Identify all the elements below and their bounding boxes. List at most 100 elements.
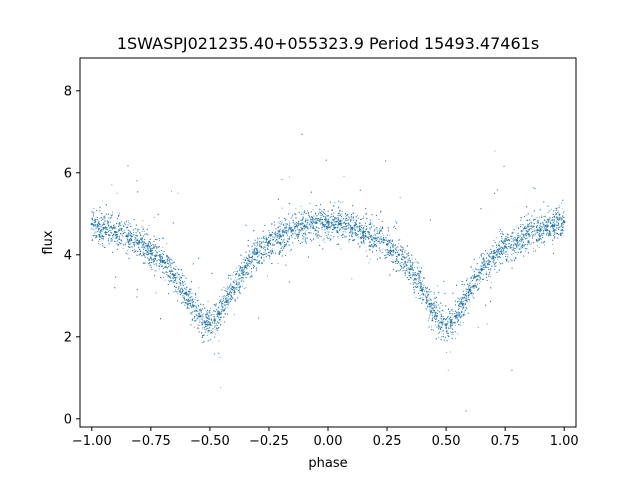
scatter-dot xyxy=(178,281,180,283)
scatter-dot xyxy=(380,242,382,244)
scatter-dot xyxy=(434,324,436,326)
scatter-dot xyxy=(389,234,391,236)
scatter-dot xyxy=(407,268,409,270)
scatter-dot xyxy=(410,264,412,266)
scatter-dot xyxy=(248,257,250,259)
scatter-dot xyxy=(153,246,155,248)
scatter-dot xyxy=(527,228,529,230)
scatter-dot xyxy=(122,236,124,238)
scatter-dot xyxy=(436,285,438,287)
scatter-dot xyxy=(141,225,143,227)
scatter-dot xyxy=(504,241,506,243)
scatter-dot xyxy=(277,232,279,234)
scatter-dot xyxy=(470,265,472,267)
scatter-dot xyxy=(452,328,454,331)
scatter-dot xyxy=(371,236,373,238)
scatter-dot xyxy=(178,278,180,281)
scatter-dot xyxy=(189,296,192,298)
scatter-dot xyxy=(372,245,374,247)
scatter-dot xyxy=(524,250,526,252)
scatter-dot xyxy=(251,259,253,261)
scatter-dot xyxy=(314,228,317,230)
scatter-dot xyxy=(263,251,265,253)
scatter-dot xyxy=(466,295,468,297)
scatter-dot xyxy=(209,308,212,310)
scatter-dot xyxy=(102,229,104,231)
scatter-dot xyxy=(419,279,421,281)
scatter-dot xyxy=(520,240,522,243)
scatter-dot xyxy=(243,267,246,269)
scatter-dot xyxy=(318,234,320,236)
scatter-dot xyxy=(259,249,261,252)
scatter-dot xyxy=(226,291,228,293)
scatter-dot xyxy=(395,220,397,222)
scatter-dot xyxy=(501,250,503,253)
scatter-dot xyxy=(101,200,104,202)
scatter-dot xyxy=(554,234,556,236)
scatter-dot xyxy=(293,225,295,228)
scatter-dot xyxy=(132,241,134,244)
scatter-dot xyxy=(490,256,493,258)
scatter-dot xyxy=(122,230,124,233)
scatter-dot xyxy=(199,310,201,312)
scatter-dot xyxy=(175,290,177,292)
scatter-dot xyxy=(318,219,320,221)
scatter-dot xyxy=(374,233,376,235)
scatter-dot xyxy=(241,279,243,281)
scatter-dot xyxy=(216,324,218,326)
scatter-dot xyxy=(128,234,130,236)
scatter-dot xyxy=(513,238,515,240)
scatter-dot xyxy=(411,258,413,260)
scatter-dot xyxy=(407,271,409,273)
scatter-dot xyxy=(389,273,391,275)
scatter-dot xyxy=(226,303,228,305)
scatter-dot xyxy=(228,289,230,291)
scatter-dot xyxy=(257,260,260,262)
scatter-dot xyxy=(281,233,283,235)
scatter-dot xyxy=(162,246,164,248)
scatter-dot xyxy=(417,282,419,285)
scatter-dot xyxy=(285,229,287,232)
scatter-dot xyxy=(298,230,300,232)
scatter-dot xyxy=(242,285,244,287)
scatter-dot xyxy=(277,221,279,223)
scatter-dot xyxy=(563,211,565,213)
scatter-dot xyxy=(296,227,299,229)
scatter-dot xyxy=(235,277,237,279)
scatter-dot xyxy=(95,227,97,229)
scatter-dot xyxy=(426,296,429,298)
scatter-dot xyxy=(552,243,554,246)
scatter-dot xyxy=(471,295,474,297)
scatter-dot xyxy=(531,228,533,230)
scatter-dot xyxy=(223,295,225,298)
scatter-dot xyxy=(536,245,538,247)
scatter-dot xyxy=(111,216,113,218)
scatter-dot xyxy=(504,242,506,244)
scatter-dot xyxy=(447,326,450,328)
scatter-dot xyxy=(155,250,157,252)
scatter-dot xyxy=(279,223,281,225)
scatter-dot xyxy=(386,256,388,258)
scatter-dot xyxy=(158,268,160,270)
scatter-dot xyxy=(552,220,554,222)
scatter-dot xyxy=(331,219,333,221)
scatter-dot xyxy=(309,202,311,204)
scatter-dot xyxy=(227,286,229,288)
scatter-dot xyxy=(167,272,169,274)
scatter-dot xyxy=(186,293,188,295)
scatter-dot xyxy=(105,228,107,230)
scatter-dot xyxy=(182,272,184,275)
scatter-dot xyxy=(300,229,302,231)
scatter-dot xyxy=(330,234,332,236)
scatter-dot xyxy=(153,244,155,246)
scatter-dot xyxy=(446,351,448,354)
scatter-dot xyxy=(103,221,106,223)
scatter-dot xyxy=(361,235,363,237)
scatter-dot xyxy=(495,237,497,239)
scatter-dot xyxy=(98,225,100,227)
scatter-dot xyxy=(327,214,329,216)
scatter-dot xyxy=(295,223,297,225)
scatter-dot xyxy=(447,315,449,317)
scatter-dot xyxy=(463,311,465,313)
scatter-dot xyxy=(497,259,499,261)
